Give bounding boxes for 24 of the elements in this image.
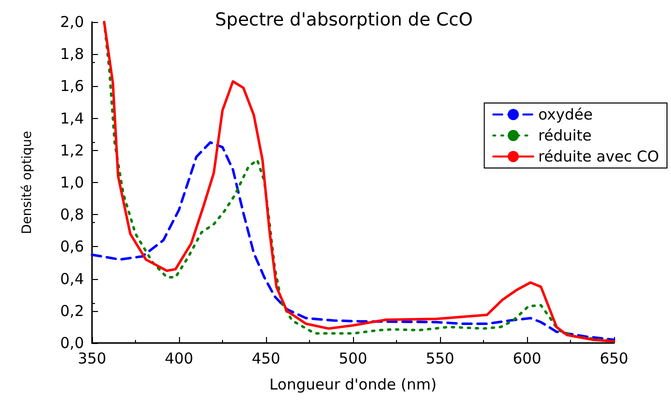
x-tick-label: 500 [338,350,368,368]
y-tick-label: 0,8 [60,206,84,224]
y-tick-label: 1,0 [60,174,84,192]
y-tick-label: 1,2 [60,141,84,160]
legend-label: réduite avec CO [538,148,659,166]
x-tick-label: 350 [78,350,106,368]
y-tick-label: 0,0 [60,334,84,352]
y-tick-label: 0,6 [60,238,84,256]
chart-title: Spectre d'absorption de CcO [215,10,473,30]
legend-label: réduite [538,126,592,144]
y-tick-label: 1,6 [60,77,84,96]
x-axis-title: Longueur d'onde (nm) [269,376,437,394]
y-tick-label: 1,4 [60,109,84,128]
x-tick-label: 650 [600,350,628,368]
x-tick-label: 600 [512,350,542,368]
y-tick-label: 0,2 [60,302,84,320]
y-tick-label: 2,0 [60,13,84,31]
y-axis-title: Densité optique [20,130,35,234]
legend-label: oxydée [538,106,593,124]
y-tick-label: 1,8 [60,45,84,64]
y-tick-label: 0,4 [60,270,84,288]
x-tick-label: 400 [164,350,194,368]
x-tick-label: 450 [252,350,280,368]
x-tick-label: 550 [426,350,454,368]
